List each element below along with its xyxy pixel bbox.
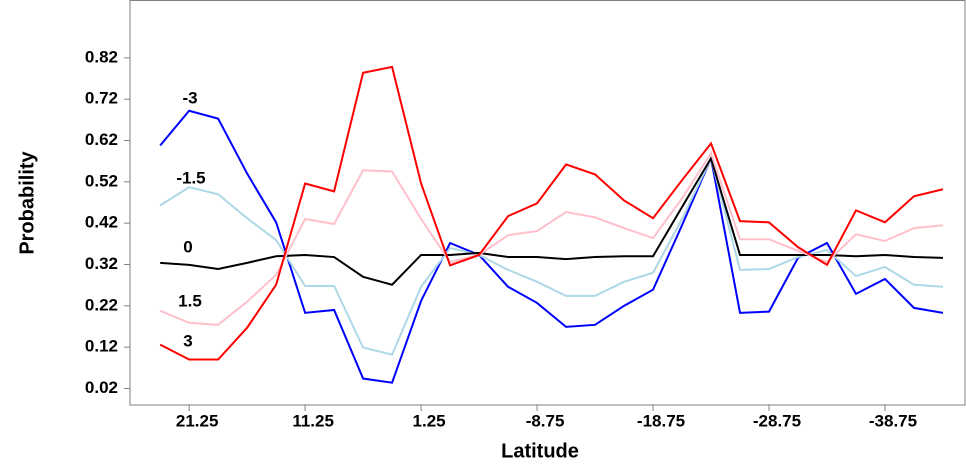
series-line <box>159 151 944 326</box>
y-tick-label: 0.42 <box>85 213 118 232</box>
y-tick-label: 0.52 <box>85 171 118 190</box>
y-tick-label: 0.22 <box>85 295 118 314</box>
y-tick-label: 0.82 <box>85 47 118 66</box>
series-line <box>159 109 944 384</box>
y-tick-label: 0.02 <box>85 378 118 397</box>
x-tick-label: -38.75 <box>869 411 917 430</box>
x-tick-label: -18.75 <box>637 411 685 430</box>
y-tick-label: 0.12 <box>85 337 118 356</box>
series-label: 3 <box>183 331 192 350</box>
series-line <box>159 65 944 361</box>
x-tick-label: 21.25 <box>176 411 219 430</box>
y-tick-label: 0.32 <box>85 254 118 273</box>
series-label: -3 <box>182 88 197 107</box>
series-label: 1.5 <box>178 291 202 310</box>
x-tick-label: 11.25 <box>292 411 334 430</box>
series-label: -1.5 <box>176 168 205 187</box>
y-tick-label: 0.62 <box>85 130 118 149</box>
y-tick-label: 0.72 <box>85 89 118 108</box>
series-line <box>159 155 944 356</box>
plot-frame <box>129 0 966 406</box>
series-label: 0 <box>183 237 192 256</box>
x-tick-label: 1.25 <box>413 411 446 430</box>
x-axis-title: Latitude <box>501 440 579 462</box>
y-axis-title: Probability <box>16 150 38 254</box>
x-tick-label: -28.75 <box>753 411 801 430</box>
x-tick-label: -8.75 <box>526 411 565 430</box>
